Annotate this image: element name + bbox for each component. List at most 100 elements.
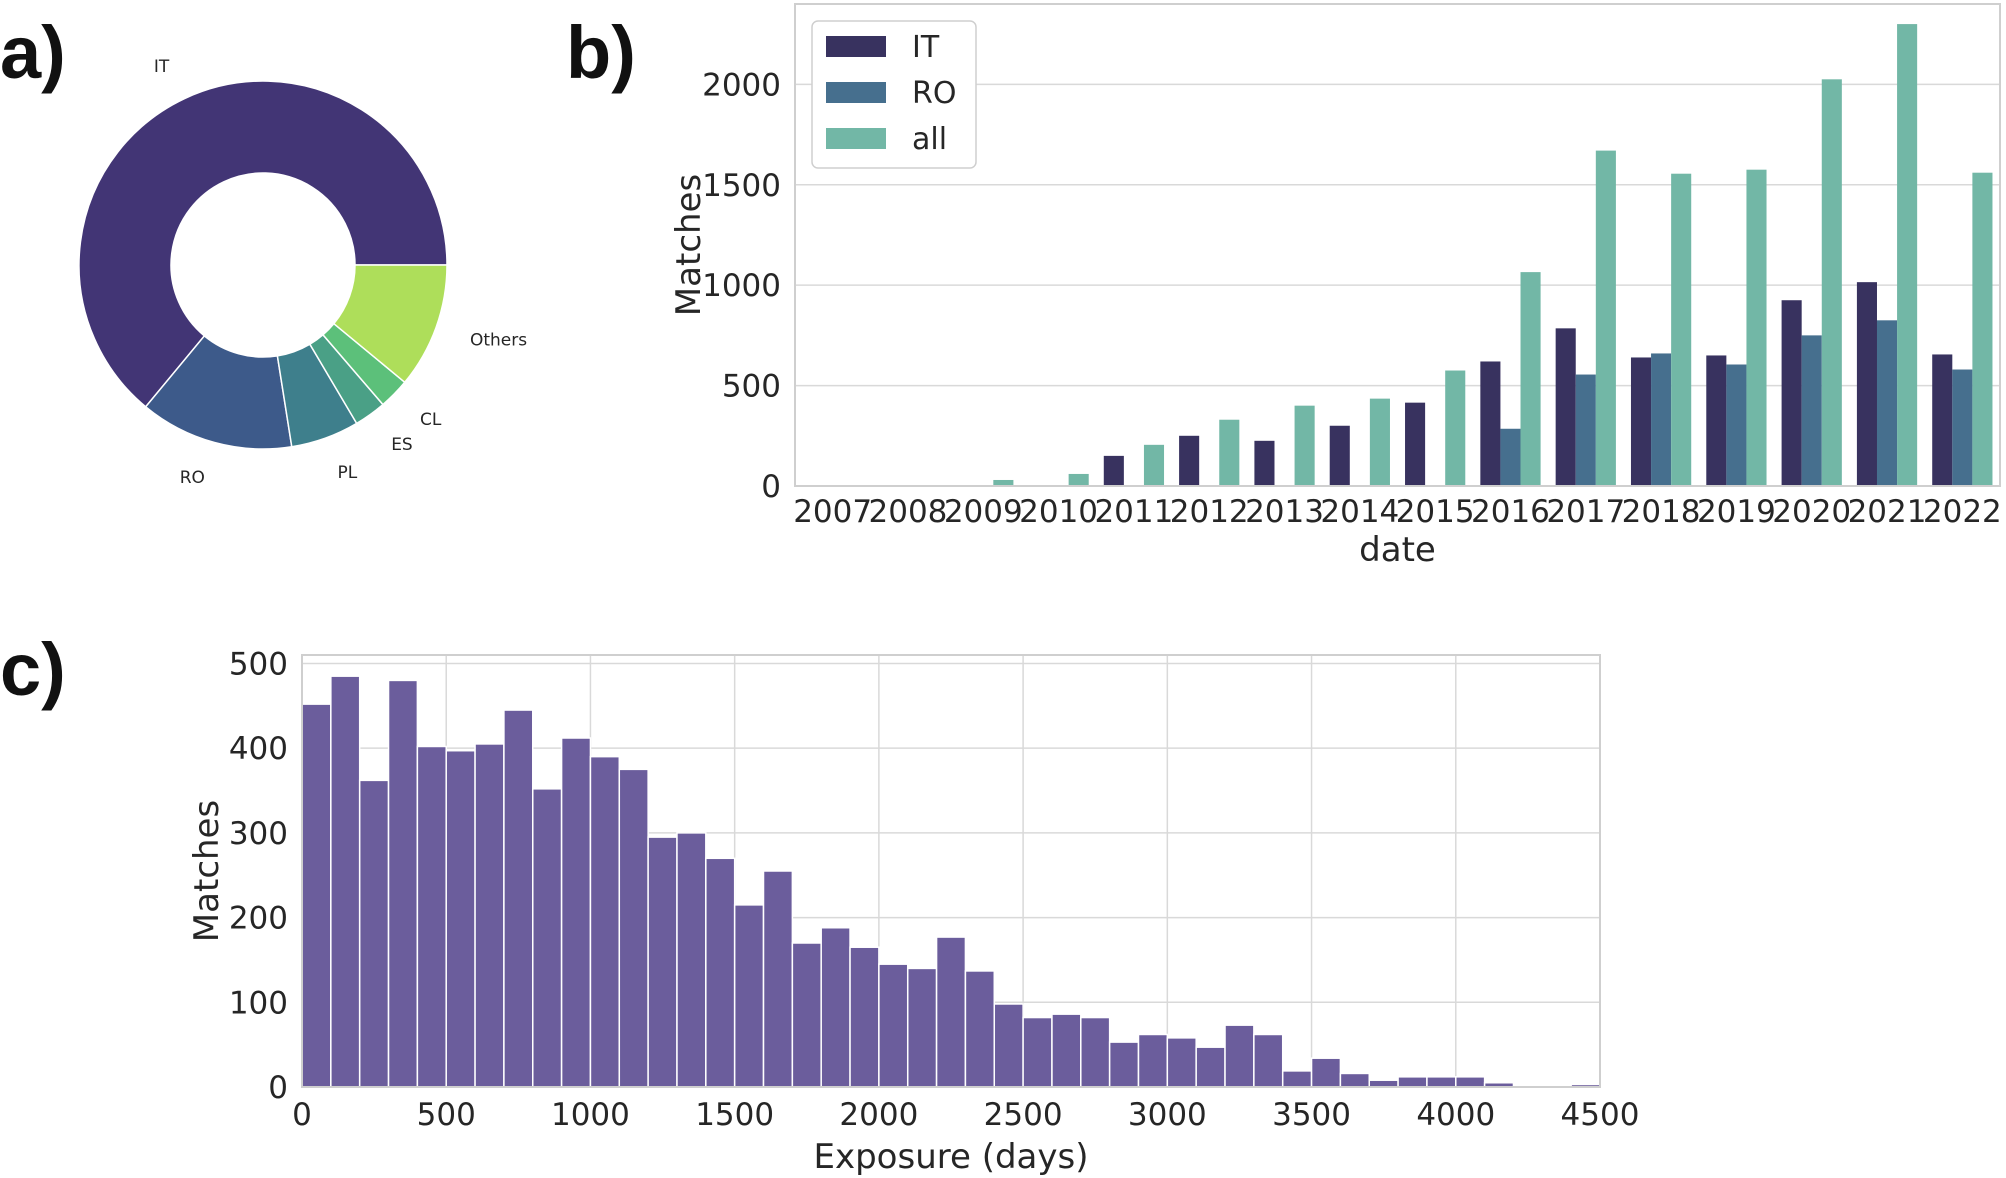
panel-label-b: b) bbox=[566, 11, 636, 94]
x-tick-label-b: 2017 bbox=[1546, 494, 1625, 530]
y-tick-label-b: 1500 bbox=[702, 168, 781, 204]
donut-label-ro: RO bbox=[180, 468, 205, 488]
panel-label-a: a) bbox=[0, 11, 66, 94]
bar-it-2016 bbox=[1480, 361, 1501, 486]
bar-ro-2020 bbox=[1801, 335, 1822, 486]
y-tick-label-c: 0 bbox=[268, 1070, 288, 1106]
bar-ro-2019 bbox=[1726, 364, 1747, 486]
histogram-bin bbox=[532, 788, 563, 1088]
bar-ro-2018 bbox=[1651, 353, 1672, 486]
bar-all-2016 bbox=[1520, 272, 1541, 486]
bar-it-2013 bbox=[1254, 440, 1275, 486]
bar-it-2017 bbox=[1555, 328, 1576, 486]
donut-label-cl: CL bbox=[420, 410, 442, 430]
x-tick-label-b: 2012 bbox=[1170, 494, 1249, 530]
histogram-bin bbox=[791, 942, 822, 1088]
bar-all-2021 bbox=[1897, 24, 1918, 486]
histogram-bin bbox=[993, 1003, 1024, 1088]
x-tick-label-b: 2013 bbox=[1245, 494, 1324, 530]
x-tick-label-c: 3500 bbox=[1272, 1097, 1351, 1133]
bar-it-2021 bbox=[1856, 282, 1877, 486]
x-tick-label-b: 2011 bbox=[1094, 494, 1173, 530]
histogram-bin bbox=[589, 755, 621, 1088]
bar-it-2019 bbox=[1706, 355, 1727, 486]
bar-ro-2016 bbox=[1500, 428, 1521, 486]
histogram-bin bbox=[762, 870, 794, 1088]
x-tick-label-c: 1500 bbox=[695, 1097, 774, 1133]
donut-slice-it bbox=[78, 80, 448, 408]
bar-all-2012 bbox=[1219, 419, 1240, 486]
bar-all-2014 bbox=[1369, 398, 1390, 486]
bar-ro-2021 bbox=[1876, 320, 1898, 486]
legend-label-all: all bbox=[912, 122, 947, 157]
histogram-bin bbox=[1051, 1013, 1082, 1088]
histogram-bin bbox=[820, 927, 851, 1088]
histogram-bin bbox=[964, 970, 996, 1088]
x-tick-label-c: 500 bbox=[417, 1097, 476, 1133]
x-tick-label-b: 2008 bbox=[869, 494, 948, 530]
histogram-bin bbox=[1195, 1046, 1226, 1088]
x-tick-label-b: 2022 bbox=[1923, 494, 2002, 530]
histogram-bin bbox=[474, 743, 505, 1088]
bar-all-2010 bbox=[1068, 473, 1089, 486]
y-tick-label-c: 200 bbox=[229, 901, 288, 937]
legend-swatch-all bbox=[826, 128, 886, 149]
exposure-histogram: 0 500 1000 1500 2000 2500 3000 3500 4000 4500 0 100… bbox=[187, 646, 1639, 1177]
histogram-bin bbox=[445, 749, 476, 1088]
x-tick-label-c: 2000 bbox=[839, 1097, 918, 1133]
bar-it-2020 bbox=[1781, 300, 1802, 486]
bar-all-2018 bbox=[1671, 173, 1692, 486]
bar-all-2017 bbox=[1595, 150, 1616, 486]
histogram-bin bbox=[1368, 1079, 1399, 1088]
histogram-bin bbox=[935, 936, 967, 1088]
bar-all-2020 bbox=[1821, 79, 1842, 486]
histogram-bin bbox=[416, 745, 447, 1088]
bar-it-2011 bbox=[1103, 455, 1124, 486]
y-tick-label-b: 0 bbox=[761, 469, 781, 505]
histogram-bin bbox=[1224, 1024, 1255, 1088]
histogram-bin bbox=[1253, 1033, 1284, 1088]
x-tick-label-b: 2019 bbox=[1697, 494, 1776, 530]
x-tick-label-c: 4500 bbox=[1561, 1097, 1640, 1133]
plot-frame-b bbox=[794, 3, 2001, 487]
legend-b: IT RO all bbox=[811, 20, 977, 169]
legend-swatch-it bbox=[826, 36, 886, 57]
x-tick-label-c: 0 bbox=[292, 1097, 312, 1133]
x-tick-label-b: 2021 bbox=[1848, 494, 1927, 530]
x-tick-label-b: 2010 bbox=[1019, 494, 1098, 530]
histogram-bin bbox=[1022, 1016, 1053, 1088]
bar-all-2022 bbox=[1972, 172, 1993, 486]
histogram-bin bbox=[1281, 1070, 1313, 1088]
bar-all-2013 bbox=[1294, 405, 1315, 486]
x-tick-label-b: 2018 bbox=[1622, 494, 1701, 530]
x-tick-label-b: 2016 bbox=[1471, 494, 1550, 530]
histogram-bin bbox=[1108, 1041, 1140, 1088]
histogram-bin bbox=[1080, 1016, 1111, 1088]
legend-label-ro: RO bbox=[912, 76, 956, 111]
histogram-bin bbox=[676, 832, 707, 1088]
donut-chart: IT RO PL ES CL Others bbox=[78, 57, 527, 488]
donut-label-pl: PL bbox=[338, 463, 358, 483]
histogram-bin bbox=[1310, 1057, 1342, 1088]
x-tick-label-b: 2009 bbox=[944, 494, 1023, 530]
histogram-bin bbox=[1426, 1076, 1457, 1088]
histogram-bin bbox=[1137, 1033, 1169, 1088]
histogram-bin bbox=[330, 675, 361, 1088]
donut-label-others: Others bbox=[470, 331, 527, 351]
x-tick-label-c: 3000 bbox=[1128, 1097, 1207, 1133]
histogram-bin bbox=[647, 836, 678, 1088]
histogram-bin bbox=[358, 779, 390, 1088]
x-axis-label-b: date bbox=[1359, 530, 1436, 570]
bar-ro-2022 bbox=[1952, 369, 1973, 486]
histogram-bin bbox=[878, 963, 909, 1088]
x-tick-label-c: 1000 bbox=[551, 1097, 630, 1133]
x-tick-label-c: 2500 bbox=[984, 1097, 1063, 1133]
x-tick-label-c: 4000 bbox=[1416, 1097, 1495, 1133]
y-tick-label-b: 2000 bbox=[702, 67, 781, 103]
y-axis-label-c: Matches bbox=[187, 800, 227, 942]
panel-label-c: c) bbox=[0, 628, 66, 711]
bar-it-2022 bbox=[1932, 354, 1953, 486]
donut-label-it: IT bbox=[154, 57, 170, 77]
bar-all-2019 bbox=[1746, 169, 1767, 486]
